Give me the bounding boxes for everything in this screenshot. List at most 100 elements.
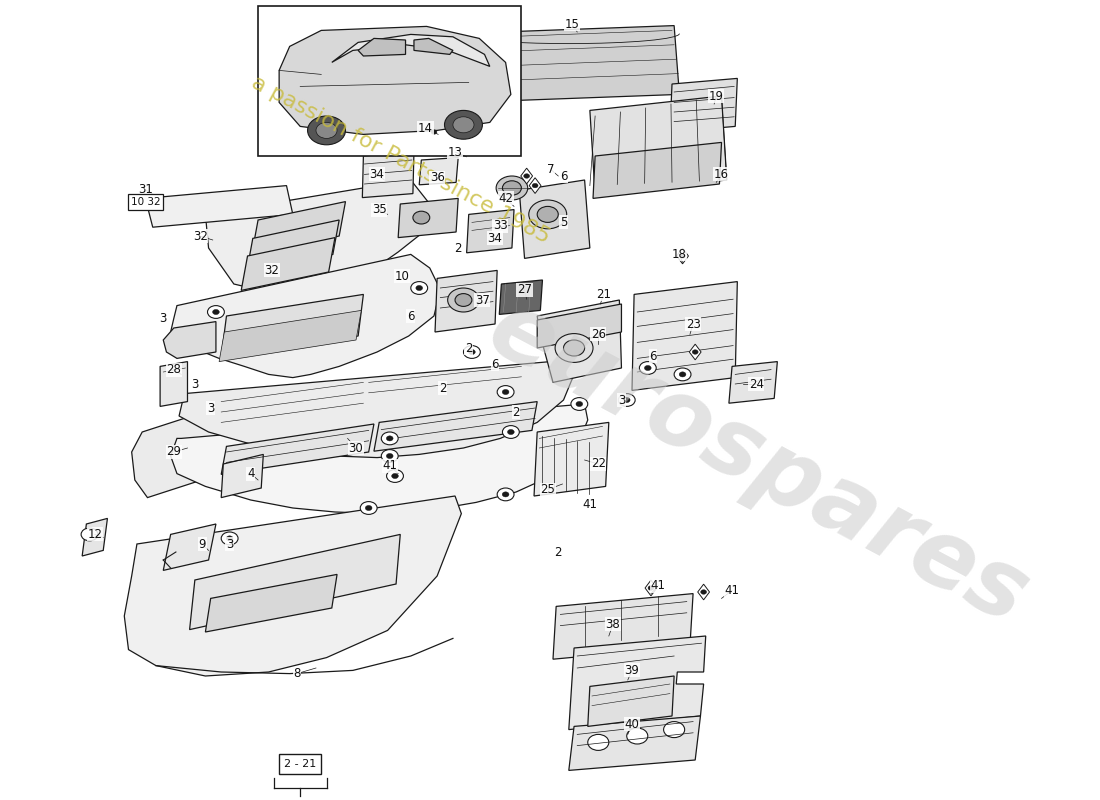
- Text: 18: 18: [672, 248, 686, 261]
- Polygon shape: [518, 180, 590, 258]
- Circle shape: [497, 386, 514, 398]
- Text: 12: 12: [87, 528, 102, 541]
- Polygon shape: [428, 124, 440, 140]
- Circle shape: [308, 116, 345, 145]
- Circle shape: [692, 350, 698, 354]
- Circle shape: [576, 402, 583, 406]
- Polygon shape: [529, 178, 541, 194]
- Polygon shape: [632, 282, 737, 390]
- Text: 31: 31: [138, 183, 153, 196]
- Text: 28: 28: [166, 363, 182, 376]
- Polygon shape: [587, 676, 674, 726]
- Polygon shape: [246, 220, 339, 273]
- Polygon shape: [163, 524, 216, 570]
- Text: 3: 3: [191, 378, 199, 390]
- Text: 2: 2: [513, 406, 520, 418]
- Polygon shape: [221, 454, 263, 498]
- Polygon shape: [241, 238, 336, 290]
- Circle shape: [316, 122, 337, 138]
- Circle shape: [503, 426, 519, 438]
- Text: 3: 3: [226, 538, 233, 550]
- Circle shape: [587, 734, 608, 750]
- Polygon shape: [670, 78, 737, 132]
- Circle shape: [412, 211, 430, 224]
- Circle shape: [469, 350, 475, 354]
- Text: 41: 41: [725, 584, 739, 597]
- Text: 29: 29: [166, 446, 182, 458]
- Text: 6: 6: [560, 170, 568, 182]
- Circle shape: [618, 394, 635, 406]
- Circle shape: [663, 722, 684, 738]
- Circle shape: [448, 288, 480, 312]
- Text: 2: 2: [465, 342, 473, 354]
- Text: 3: 3: [618, 394, 625, 406]
- Text: 2: 2: [554, 546, 562, 558]
- Text: 2: 2: [439, 382, 447, 394]
- Text: 15: 15: [564, 18, 580, 30]
- Text: 34: 34: [370, 168, 385, 181]
- Polygon shape: [697, 584, 710, 600]
- Text: 6: 6: [492, 358, 498, 370]
- Polygon shape: [553, 594, 693, 659]
- Polygon shape: [690, 344, 701, 360]
- Polygon shape: [279, 26, 510, 134]
- Circle shape: [431, 130, 437, 134]
- Circle shape: [624, 398, 630, 402]
- Text: 2 - 21: 2 - 21: [284, 759, 317, 769]
- Text: 8: 8: [294, 667, 300, 680]
- Text: 21: 21: [596, 288, 612, 301]
- Circle shape: [392, 474, 398, 478]
- Text: 32: 32: [192, 230, 208, 242]
- Text: 25: 25: [540, 483, 556, 496]
- Text: 14: 14: [418, 122, 433, 134]
- Polygon shape: [206, 180, 430, 296]
- Text: 2: 2: [454, 242, 462, 254]
- Text: 30: 30: [349, 442, 363, 454]
- Circle shape: [556, 334, 593, 362]
- Text: 41: 41: [382, 459, 397, 472]
- Circle shape: [701, 590, 706, 594]
- Text: 37: 37: [475, 294, 490, 306]
- Circle shape: [503, 492, 509, 497]
- Text: 6: 6: [649, 350, 657, 362]
- Circle shape: [463, 346, 481, 358]
- Circle shape: [627, 728, 648, 744]
- Text: 34: 34: [487, 232, 503, 245]
- Polygon shape: [170, 254, 440, 378]
- Polygon shape: [729, 362, 778, 403]
- Circle shape: [507, 430, 514, 434]
- Circle shape: [503, 390, 509, 394]
- Polygon shape: [219, 310, 361, 362]
- Circle shape: [208, 306, 224, 318]
- Polygon shape: [179, 360, 574, 458]
- Text: 41: 41: [582, 498, 597, 510]
- Polygon shape: [145, 186, 293, 227]
- Circle shape: [639, 362, 657, 374]
- Text: 27: 27: [517, 283, 532, 296]
- Polygon shape: [221, 294, 363, 358]
- Circle shape: [496, 176, 528, 200]
- Text: 3: 3: [160, 312, 167, 325]
- Text: 19: 19: [708, 90, 724, 102]
- Polygon shape: [569, 636, 706, 730]
- Circle shape: [680, 254, 685, 258]
- Circle shape: [386, 436, 393, 441]
- Circle shape: [365, 506, 372, 510]
- Text: 5: 5: [560, 216, 568, 229]
- Text: 9: 9: [198, 538, 206, 550]
- Polygon shape: [189, 534, 400, 630]
- Polygon shape: [676, 248, 689, 264]
- Text: 32: 32: [264, 264, 279, 277]
- Text: 22: 22: [591, 458, 606, 470]
- Circle shape: [227, 536, 233, 541]
- Circle shape: [386, 470, 404, 482]
- Bar: [258, 6, 521, 156]
- Circle shape: [212, 310, 219, 314]
- Text: a passion for Parts since 1985: a passion for Parts since 1985: [248, 73, 553, 247]
- Text: 7: 7: [547, 163, 554, 176]
- Polygon shape: [221, 424, 374, 474]
- Text: 39: 39: [625, 664, 639, 677]
- Text: 38: 38: [606, 618, 620, 630]
- Polygon shape: [569, 716, 701, 770]
- Polygon shape: [332, 34, 490, 66]
